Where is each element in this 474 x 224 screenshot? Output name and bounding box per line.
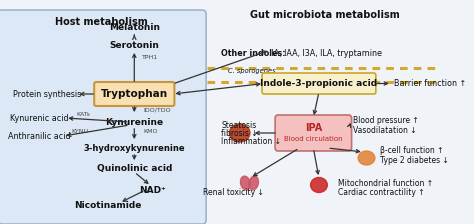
Text: KATs: KATs: [77, 112, 91, 116]
Text: Inflammation ↓: Inflammation ↓: [221, 136, 281, 146]
Text: Blood circulation: Blood circulation: [284, 136, 343, 142]
Text: Nicotinamide: Nicotinamide: [74, 200, 142, 209]
Text: Indole-3-propionic acid: Indole-3-propionic acid: [260, 79, 377, 88]
FancyBboxPatch shape: [94, 82, 174, 106]
Text: Melatonin: Melatonin: [109, 22, 160, 32]
Ellipse shape: [358, 151, 375, 165]
Text: Kynurenine: Kynurenine: [105, 118, 164, 127]
Text: KYNU: KYNU: [72, 129, 89, 134]
Text: Renal toxicity ↓: Renal toxicity ↓: [203, 187, 264, 196]
FancyBboxPatch shape: [0, 10, 206, 224]
Text: Other indoles:: Other indoles:: [221, 49, 285, 58]
Text: Type 2 diabetes ↓: Type 2 diabetes ↓: [381, 155, 449, 164]
Text: Vasodilatation ↓: Vasodilatation ↓: [353, 125, 416, 134]
Text: β-cell function ↑: β-cell function ↑: [381, 146, 444, 155]
Text: KMO: KMO: [144, 129, 158, 134]
Text: Tryptophan: Tryptophan: [101, 89, 168, 99]
Text: Cardiac contractility ↑: Cardiac contractility ↑: [337, 187, 424, 196]
Ellipse shape: [229, 124, 250, 142]
Text: Steatosis: Steatosis: [221, 121, 256, 129]
Ellipse shape: [240, 176, 250, 190]
Text: Blood pressure ↑: Blood pressure ↑: [353, 116, 419, 125]
Text: Barrier function ↑: Barrier function ↑: [393, 79, 466, 88]
Text: NAD⁺: NAD⁺: [139, 185, 166, 194]
Text: IDO/TDO: IDO/TDO: [144, 108, 171, 112]
Text: TPH1: TPH1: [142, 54, 158, 60]
Text: Anthranilic acid: Anthranilic acid: [8, 131, 71, 140]
Text: IA, IAA, I3A, ILA, tryptamine: IA, IAA, I3A, ILA, tryptamine: [269, 49, 382, 58]
FancyBboxPatch shape: [262, 73, 376, 94]
Text: Mitochondrial function ↑: Mitochondrial function ↑: [337, 179, 433, 187]
Text: C. sporogenes: C. sporogenes: [228, 68, 275, 74]
Text: fibrosis ↓: fibrosis ↓: [221, 129, 258, 138]
Text: Serotonin: Serotonin: [109, 41, 159, 50]
FancyBboxPatch shape: [275, 115, 352, 151]
Ellipse shape: [310, 177, 328, 192]
Text: 3-hydroxykynurenine: 3-hydroxykynurenine: [83, 144, 185, 153]
Text: IPA: IPA: [305, 123, 322, 133]
Text: Gut microbiota metabolism: Gut microbiota metabolism: [250, 10, 400, 20]
Text: Protein synthesis: Protein synthesis: [12, 90, 81, 99]
Text: Kynurenic acid: Kynurenic acid: [10, 114, 68, 123]
Ellipse shape: [249, 176, 258, 190]
Text: Quinolinic acid: Quinolinic acid: [97, 164, 172, 172]
Text: Host metabolism: Host metabolism: [55, 17, 148, 27]
